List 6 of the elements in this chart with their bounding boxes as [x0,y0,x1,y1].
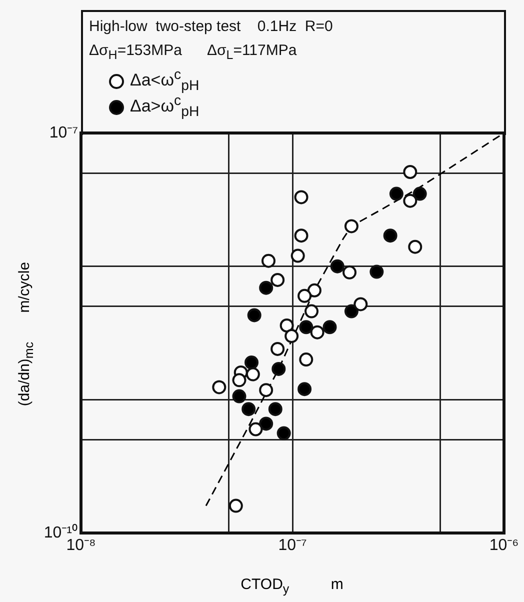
chart-subtitle: Δσ$_{H}$=153MPa Δσ$_{L}$=117MPa [89,42,297,62]
text: CTOD$_{y}$ m [240,576,344,596]
x-tick-label: 10⁻⁸ [66,537,96,554]
x-tick-label: 10⁻⁶ [489,537,519,554]
x-tick-label: 10⁻⁷ [278,537,307,554]
chart-title: High-low two-step test 0.1Hz R=0 [89,18,333,35]
